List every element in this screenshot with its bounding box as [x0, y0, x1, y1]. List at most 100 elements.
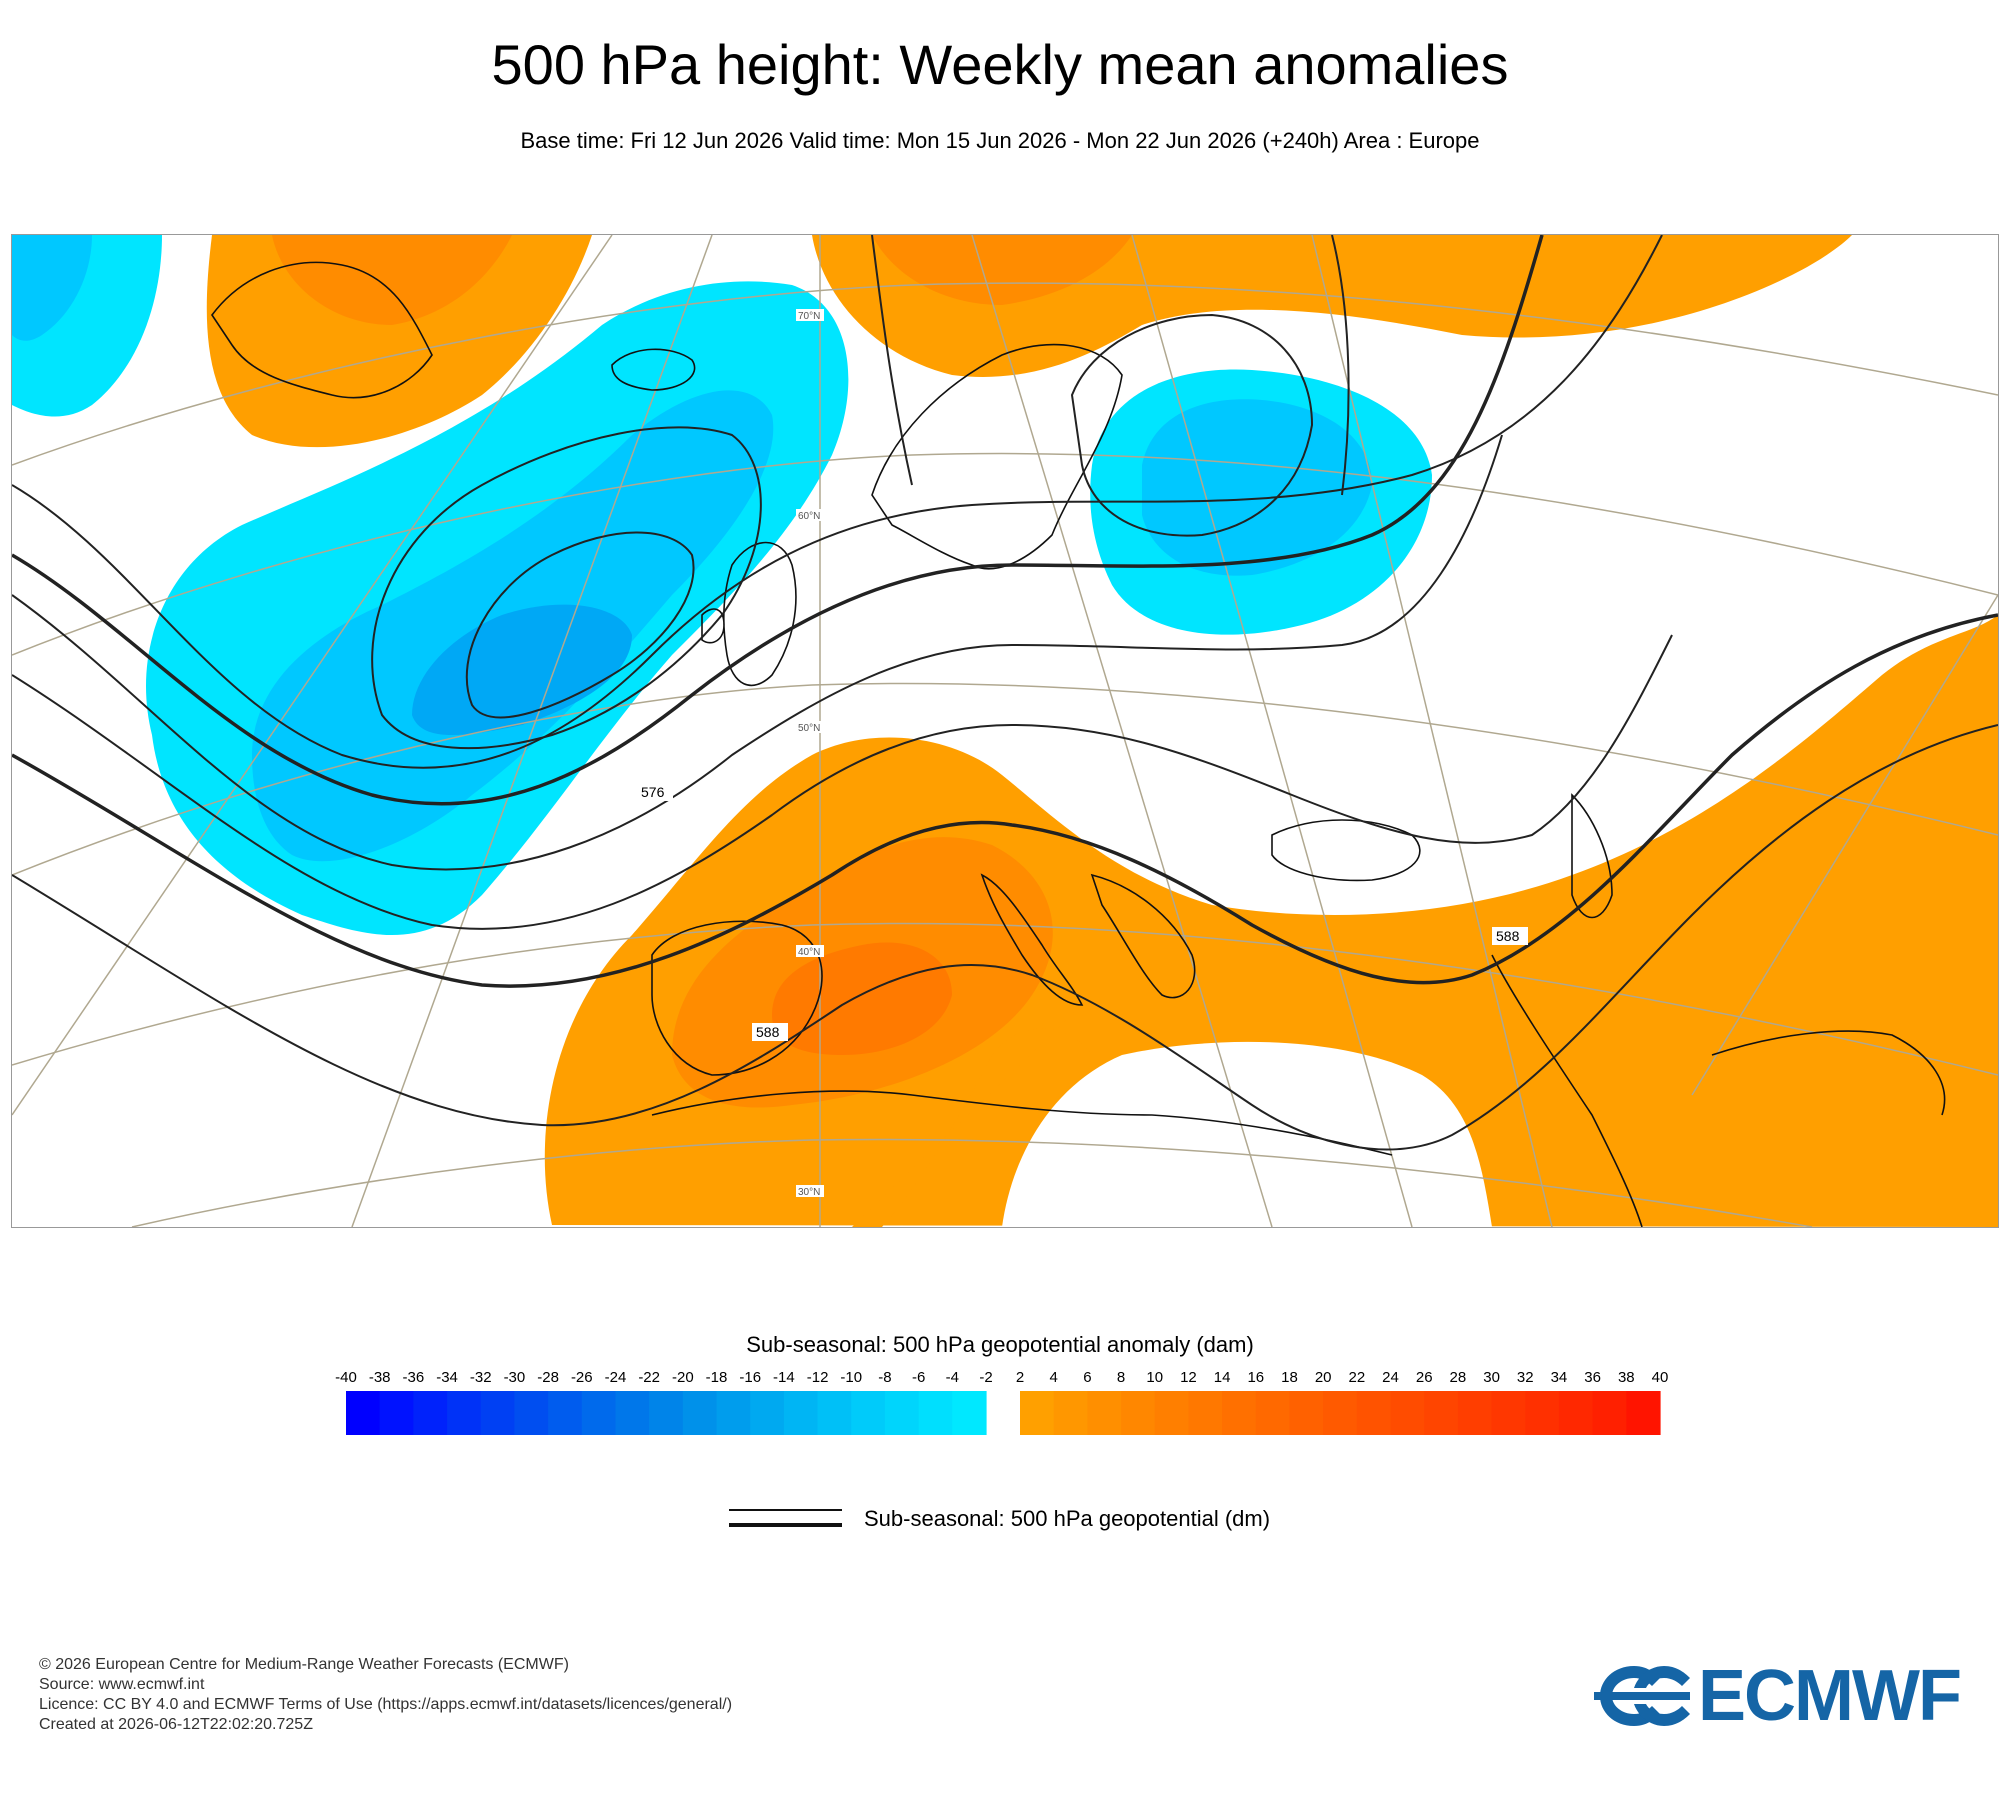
contour-label-588-west: 588 [756, 1024, 780, 1040]
lat-label-30: 30°N [798, 1187, 820, 1198]
colorbar-tick-label: -40 [335, 1369, 357, 1386]
colorbar-positive-swatch [1255, 1391, 1291, 1435]
coast-iberia [651, 920, 823, 1076]
positive-anomaly-africa-gap [852, 995, 1092, 1227]
lat-label-50: 50°N [798, 723, 820, 734]
graticule-lat-60 [11, 452, 1999, 656]
colorbar-negative-swatch [783, 1391, 819, 1435]
graticule [11, 234, 1999, 1228]
colorbar-tick-label: 36 [1584, 1369, 1601, 1386]
graticule-lat-70 [11, 282, 1999, 466]
positive-anomaly-greenland-core [272, 235, 512, 325]
coast-iceland [611, 348, 696, 391]
graticule-lat-30 [131, 1138, 1813, 1228]
contour-label-box-588-west [752, 1023, 788, 1041]
colorbar-negative-swatch [379, 1391, 414, 1435]
positive-anomaly-scandinavia-core [872, 235, 1132, 305]
colorbar-tick-label: 24 [1382, 1369, 1399, 1386]
colorbar-tick-label: -36 [403, 1369, 425, 1386]
colorbar-tick-label: 28 [1450, 1369, 1467, 1386]
lat-label-box-70 [796, 309, 824, 321]
colorbar-tick-label: 4 [1050, 1369, 1058, 1386]
contour-label-588-east: 588 [1496, 928, 1520, 944]
colorbar-positive-swatch [1558, 1391, 1594, 1435]
colorbar-positive-swatch [1222, 1391, 1257, 1435]
colorbar-negative-swatch [716, 1391, 751, 1435]
colorbar-positive-swatch [1424, 1391, 1459, 1435]
coast-italy [980, 873, 1084, 1006]
colorbar-negative-swatch [918, 1391, 953, 1435]
anomaly-fill-layer [12, 235, 1998, 1227]
graticule-lat-50 [11, 682, 1999, 876]
colorbar-tick-label: 40 [1652, 1369, 1669, 1386]
contour-label-box-588-east [1492, 927, 1528, 945]
chart-subtitle: Base time: Fri 12 Jun 2026 Valid time: M… [520, 128, 1480, 153]
colorbar-tick-label: -22 [638, 1369, 660, 1386]
contour-label-box-576 [637, 783, 673, 801]
footer-credits: © 2026 European Centre for Medium-Range … [39, 1655, 732, 1735]
europe-anomaly-map: 576 588 588 70°N 60°N 50°N 40°N 30°N [11, 234, 1999, 1228]
colorbar-negative-swatch [682, 1391, 718, 1435]
colorbar-tick-label: -30 [504, 1369, 526, 1386]
contour-inner-atlantic-1 [371, 426, 762, 750]
colorbar-negative-swatch [447, 1391, 482, 1435]
coast-levant-red-sea [1491, 954, 1643, 1228]
lat-label-box-50 [796, 721, 824, 733]
colorbar-tick-label: 10 [1146, 1369, 1163, 1386]
contour-inner-atlantic-2 [465, 531, 695, 719]
contour-north-right [1331, 234, 1350, 496]
coast-north-africa [651, 1090, 1393, 1156]
map-labels: 576 588 588 70°N 60°N 50°N 40°N 30°N [637, 309, 1528, 1198]
colorbar-positive-swatch [1390, 1391, 1425, 1435]
colorbar-tick-label: 12 [1180, 1369, 1197, 1386]
contour-north-mid [871, 234, 913, 486]
colorbar-tick-label: 32 [1517, 1369, 1534, 1386]
colorbar-tick-label: -6 [912, 1369, 925, 1386]
coast-greenland [211, 261, 433, 399]
colorbar: -40 -38 -36 -34 -32 -30 -28 -26 -24 -22 -20 -18 -16-… [330, 1362, 1670, 1442]
graticule-lon-4 [1131, 234, 1413, 1228]
colorbar-positive-swatch [1626, 1391, 1661, 1435]
colorbar-tick-label: 16 [1247, 1369, 1264, 1386]
colorbar-positive-swatch [1356, 1391, 1392, 1435]
neutral-north-africa [1002, 1041, 1492, 1227]
colorbar-tick-label: 30 [1483, 1369, 1500, 1386]
colorbar-tick-label: 38 [1618, 1369, 1635, 1386]
colorbar-tick-label: -14 [773, 1369, 795, 1386]
colorbar-tick-label: 26 [1416, 1369, 1433, 1386]
colorbar-tick-label: -26 [571, 1369, 593, 1386]
colorbar-negative-swatch [514, 1391, 549, 1435]
colorbar-tick-label: -34 [436, 1369, 458, 1386]
colorbar-tick-label: 18 [1281, 1369, 1298, 1386]
colorbar-positive-swatch [1121, 1391, 1156, 1435]
colorbar-positive-swatch [1457, 1391, 1493, 1435]
contour-legend-label: Sub-seasonal: 500 hPa geopotential (dm) [864, 1506, 1271, 1531]
colorbar-positive-swatch [1087, 1391, 1122, 1435]
colorbar-tick-label: 20 [1315, 1369, 1332, 1386]
colorbar-tick-label: -2 [979, 1369, 992, 1386]
coast-balkans-greece [1090, 873, 1196, 999]
colorbar-positive-swatch [1525, 1391, 1560, 1435]
lat-label-40: 40°N [798, 947, 820, 958]
colorbar-tick-label: -8 [878, 1369, 891, 1386]
graticule-lon-6 [1691, 594, 1999, 1096]
colorbar-tick-label: 34 [1551, 1369, 1568, 1386]
contour-inner-baltic [1070, 313, 1314, 537]
ecmwf-logo-text: ECMWF [1698, 1656, 1962, 1736]
graticule-lon-3 [971, 234, 1273, 1228]
colorbar-tick-label: -20 [672, 1369, 694, 1386]
colorbar-tick-label: 14 [1214, 1369, 1231, 1386]
contour-2 [11, 234, 1544, 806]
colorbar-tick-label: -4 [946, 1369, 959, 1386]
colorbar-negative-swatch [750, 1391, 785, 1435]
colorbar-negative-swatch [817, 1391, 852, 1435]
contour-6 [11, 724, 1999, 1151]
lat-label-box-40 [796, 945, 824, 957]
colorbar-tick-label: -38 [369, 1369, 391, 1386]
colorbar-positive-swatch [1154, 1391, 1190, 1435]
colorbar-tick-label: -24 [605, 1369, 627, 1386]
graticule-lat-40 [11, 922, 1999, 1076]
colorbar-negative-swatch [480, 1391, 516, 1435]
footer-copyright: © 2026 European Centre for Medium-Range … [39, 1656, 569, 1673]
colorbar-positive-swatch [1323, 1391, 1358, 1435]
